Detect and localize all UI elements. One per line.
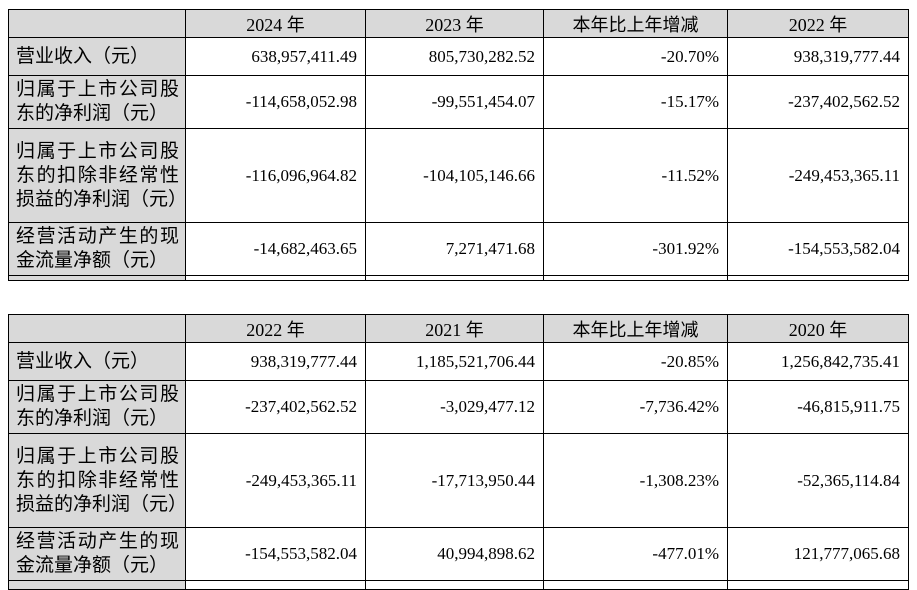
value-cell: [543, 275, 728, 281]
table-row-operating-cash-flow: 经营活动产生的现金流量净额（元） -14,682,463.65 7,271,47…: [8, 222, 909, 276]
value-cell: 121,777,065.68: [727, 527, 909, 581]
column-header-year-2023: 2023 年: [365, 9, 544, 38]
row-label: 归属于上市公司股东的净利润（元）: [8, 380, 186, 434]
financial-summary-table-prior: 2022 年 2021 年 本年比上年增减 2020 年 营业收入（元） 938…: [8, 314, 909, 590]
value-cell: -11.52%: [543, 128, 728, 223]
column-header-year-2020: 2020 年: [727, 314, 909, 343]
value-cell: -14,682,463.65: [185, 222, 366, 276]
value-cell: -15.17%: [543, 75, 728, 129]
value-cell: -104,105,146.66: [365, 128, 544, 223]
value-cell: -20.85%: [543, 342, 728, 381]
table-row-net-profit: 归属于上市公司股东的净利润（元） -114,658,052.98 -99,551…: [8, 75, 909, 129]
value-cell: -116,096,964.82: [185, 128, 366, 223]
value-cell: -3,029,477.12: [365, 380, 544, 434]
value-cell: -20.70%: [543, 37, 728, 76]
value-cell: -52,365,114.84: [727, 433, 909, 528]
value-cell: -249,453,365.11: [185, 433, 366, 528]
row-label: 营业收入（元）: [8, 37, 186, 76]
row-label: 归属于上市公司股东的净利润（元）: [8, 75, 186, 129]
value-cell: -46,815,911.75: [727, 380, 909, 434]
column-header-year-2024: 2024 年: [185, 9, 366, 38]
row-label: [8, 275, 186, 281]
row-label: 归属于上市公司股东的扣除非经常性损益的净利润（元）: [8, 433, 186, 528]
value-cell: -154,553,582.04: [185, 527, 366, 581]
table-row-revenue: 营业收入（元） 638,957,411.49 805,730,282.52 -2…: [8, 37, 909, 76]
column-header-yoy-change: 本年比上年增减: [543, 9, 728, 38]
table-row-clipped: [8, 580, 909, 590]
value-cell: 1,185,521,706.44: [365, 342, 544, 381]
value-cell: 638,957,411.49: [185, 37, 366, 76]
value-cell: -114,658,052.98: [185, 75, 366, 129]
value-cell: [727, 580, 909, 590]
value-cell: [185, 275, 366, 281]
value-cell: -249,453,365.11: [727, 128, 909, 223]
column-header-yoy-change: 本年比上年增减: [543, 314, 728, 343]
value-cell: 938,319,777.44: [727, 37, 909, 76]
table-separator: [8, 281, 917, 314]
value-cell: [727, 275, 909, 281]
corner-cell: [8, 9, 186, 38]
value-cell: -17,713,950.44: [365, 433, 544, 528]
value-cell: -301.92%: [543, 222, 728, 276]
value-cell: [365, 275, 544, 281]
row-label: 归属于上市公司股东的扣除非经常性损益的净利润（元）: [8, 128, 186, 223]
column-header-year-2022: 2022 年: [727, 9, 909, 38]
table-row-net-profit-deducted: 归属于上市公司股东的扣除非经常性损益的净利润（元） -249,453,365.1…: [8, 433, 909, 528]
value-cell: -477.01%: [543, 527, 728, 581]
column-header-year-2022: 2022 年: [185, 314, 366, 343]
value-cell: -237,402,562.52: [727, 75, 909, 129]
table-row-net-profit-deducted: 归属于上市公司股东的扣除非经常性损益的净利润（元） -116,096,964.8…: [8, 128, 909, 223]
value-cell: [543, 580, 728, 590]
row-label: 经营活动产生的现金流量净额（元）: [8, 222, 186, 276]
value-cell: -154,553,582.04: [727, 222, 909, 276]
value-cell: -99,551,454.07: [365, 75, 544, 129]
value-cell: 40,994,898.62: [365, 527, 544, 581]
header-row: 2022 年 2021 年 本年比上年增减 2020 年: [8, 314, 909, 343]
row-label: 经营活动产生的现金流量净额（元）: [8, 527, 186, 581]
column-header-year-2021: 2021 年: [365, 314, 544, 343]
row-label: 营业收入（元）: [8, 342, 186, 381]
financial-summary-table-recent: 2024 年 2023 年 本年比上年增减 2022 年 营业收入（元） 638…: [8, 9, 909, 281]
value-cell: -1,308.23%: [543, 433, 728, 528]
table-row-operating-cash-flow: 经营活动产生的现金流量净额（元） -154,553,582.04 40,994,…: [8, 527, 909, 581]
table-row-revenue: 营业收入（元） 938,319,777.44 1,185,521,706.44 …: [8, 342, 909, 381]
header-row: 2024 年 2023 年 本年比上年增减 2022 年: [8, 9, 909, 38]
value-cell: 805,730,282.52: [365, 37, 544, 76]
value-cell: 1,256,842,735.41: [727, 342, 909, 381]
value-cell: 938,319,777.44: [185, 342, 366, 381]
value-cell: 7,271,471.68: [365, 222, 544, 276]
row-label: [8, 580, 186, 590]
value-cell: [185, 580, 366, 590]
value-cell: -7,736.42%: [543, 380, 728, 434]
table-row-net-profit: 归属于上市公司股东的净利润（元） -237,402,562.52 -3,029,…: [8, 380, 909, 434]
value-cell: -237,402,562.52: [185, 380, 366, 434]
value-cell: [365, 580, 544, 590]
corner-cell: [8, 314, 186, 343]
table-row-clipped: [8, 275, 909, 281]
